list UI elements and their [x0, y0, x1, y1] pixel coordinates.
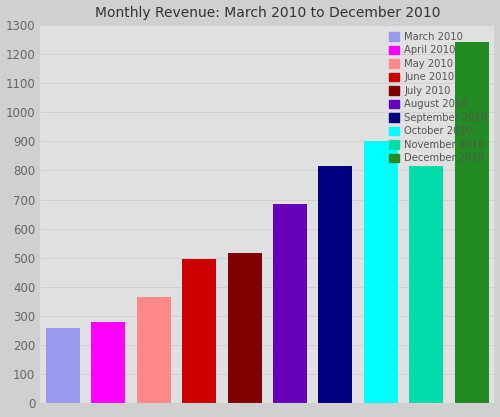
Legend: March 2010, April 2010, May 2010, June 2010, July 2010, August 2010, September 2: March 2010, April 2010, May 2010, June 2…	[388, 30, 490, 166]
Title: Monthly Revenue: March 2010 to December 2010: Monthly Revenue: March 2010 to December …	[94, 5, 440, 20]
Bar	[136, 297, 171, 403]
Bar	[46, 328, 80, 403]
Bar	[454, 43, 489, 403]
Bar	[318, 166, 352, 403]
Bar	[92, 322, 126, 403]
Bar	[273, 204, 307, 403]
Bar	[410, 166, 444, 403]
Bar	[182, 259, 216, 403]
Bar	[228, 254, 262, 403]
Bar	[364, 141, 398, 403]
